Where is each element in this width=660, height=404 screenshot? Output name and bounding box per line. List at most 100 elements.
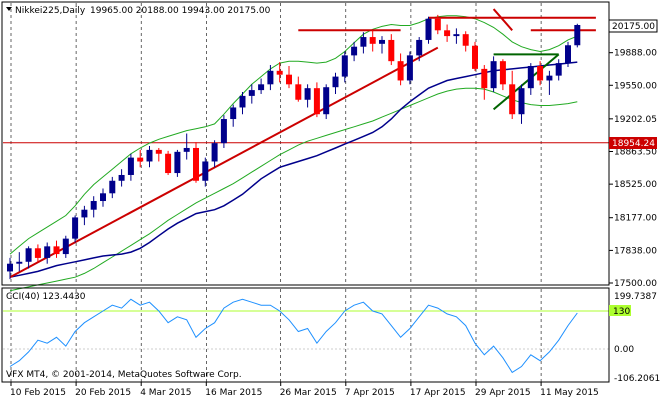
candle bbox=[81, 205, 88, 226]
candle-body bbox=[509, 84, 516, 115]
candle-body bbox=[490, 61, 497, 89]
candle-body bbox=[546, 75, 553, 81]
candle-body bbox=[379, 39, 385, 44]
cci-label: CCI(40) 123.4430 bbox=[6, 292, 86, 302]
price-axis-label: 18177.00 bbox=[614, 214, 657, 224]
cci-axis-label: 0.00 bbox=[614, 345, 634, 355]
price-axis-label: 19550.00 bbox=[614, 81, 657, 91]
candle-body bbox=[416, 39, 423, 56]
candle-body bbox=[25, 248, 32, 262]
candle bbox=[193, 142, 199, 183]
horizontal-levels bbox=[3, 142, 609, 350]
time-axis-label: 11 May 2015 bbox=[540, 388, 599, 398]
candle bbox=[509, 70, 516, 120]
candle bbox=[332, 72, 339, 94]
candle bbox=[295, 76, 302, 102]
candle bbox=[267, 65, 274, 91]
time-axis-label: 20 Feb 2015 bbox=[75, 388, 131, 398]
candle-body bbox=[81, 209, 88, 218]
candle bbox=[146, 146, 153, 168]
candle-body bbox=[202, 161, 209, 181]
candle bbox=[53, 240, 60, 258]
candle-body bbox=[239, 95, 246, 108]
candle bbox=[155, 147, 162, 162]
trendlines bbox=[9, 8, 596, 279]
candle-body bbox=[351, 46, 358, 56]
trendline[interactable] bbox=[492, 53, 560, 111]
trendline[interactable] bbox=[9, 46, 439, 279]
candle bbox=[555, 59, 562, 81]
candle bbox=[248, 84, 255, 104]
candle-body bbox=[472, 45, 478, 69]
candle-body bbox=[72, 217, 79, 239]
candle-body bbox=[481, 68, 488, 89]
candle bbox=[406, 51, 413, 85]
candle bbox=[72, 215, 79, 243]
candle-body bbox=[453, 34, 460, 37]
candle-body bbox=[118, 174, 125, 181]
candle bbox=[351, 41, 358, 62]
candle bbox=[518, 84, 525, 124]
candle-body bbox=[248, 90, 255, 96]
current-price-label: 20175.00 bbox=[612, 22, 655, 32]
candle bbox=[44, 242, 51, 264]
candle-body bbox=[537, 65, 544, 81]
upper-band bbox=[9, 15, 578, 255]
candle bbox=[34, 244, 41, 262]
candle-body bbox=[127, 157, 134, 175]
candle-body bbox=[360, 37, 367, 47]
candle bbox=[388, 34, 395, 66]
candle bbox=[211, 140, 218, 168]
candle-body bbox=[267, 70, 274, 85]
candle bbox=[127, 153, 134, 181]
dropdown-arrow-icon[interactable] bbox=[6, 7, 12, 11]
candle-body bbox=[100, 193, 106, 202]
hline-price-tag: 18954.24 bbox=[609, 137, 657, 149]
candle bbox=[472, 41, 478, 71]
price-axis-label: 18525.00 bbox=[614, 180, 657, 190]
cci-level-label: 130 bbox=[613, 307, 630, 317]
trendline[interactable] bbox=[492, 8, 513, 31]
candle bbox=[565, 41, 571, 67]
price-axis-label: 18863.50 bbox=[614, 147, 657, 157]
time-axis-label: 26 Mar 2015 bbox=[280, 388, 337, 398]
symbol-label: Nikkei225,Daily bbox=[15, 6, 86, 16]
candle-body bbox=[323, 87, 330, 115]
candle bbox=[546, 70, 553, 95]
copyright-footer: VFX MT4, © 2001-2014, MetaQuotes Softwar… bbox=[6, 370, 242, 380]
candle bbox=[137, 149, 144, 168]
candle bbox=[7, 257, 13, 280]
candle bbox=[425, 16, 432, 44]
candle bbox=[220, 115, 227, 148]
candle bbox=[90, 196, 97, 218]
candle-body bbox=[313, 88, 320, 115]
ohlc-text: 19965.00 20188.00 19943.00 20175.00 bbox=[90, 6, 271, 16]
price-axis-label: 19202.05 bbox=[614, 115, 657, 125]
candle-body bbox=[565, 45, 571, 64]
candle bbox=[369, 30, 376, 52]
cci-level-tag: 130 bbox=[609, 305, 631, 317]
candle-body bbox=[295, 84, 302, 100]
candle bbox=[276, 62, 283, 83]
candle bbox=[16, 252, 23, 272]
candle bbox=[100, 188, 106, 207]
candle bbox=[183, 133, 190, 160]
price-axis-label: 17500.00 bbox=[614, 279, 657, 289]
candle bbox=[481, 65, 488, 100]
candle bbox=[202, 157, 209, 187]
candle bbox=[25, 246, 32, 269]
candle-body bbox=[341, 55, 348, 77]
candle-body bbox=[211, 143, 218, 162]
candle-body bbox=[286, 74, 292, 85]
candle bbox=[379, 36, 385, 54]
candle-body bbox=[304, 88, 311, 100]
candle-body bbox=[44, 246, 51, 258]
candle bbox=[323, 84, 330, 120]
time-axis-label: 29 Apr 2015 bbox=[475, 388, 531, 398]
candle-body bbox=[53, 246, 60, 255]
candle bbox=[165, 150, 172, 175]
candle bbox=[62, 235, 69, 258]
